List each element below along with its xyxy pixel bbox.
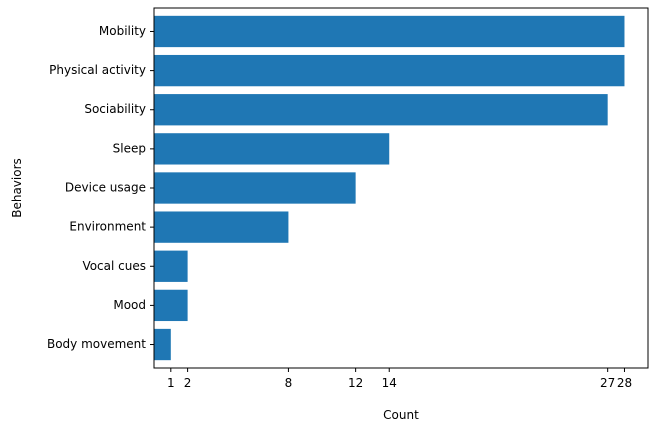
x-tick-label-12: 12 xyxy=(348,376,363,390)
x-tick-label-1: 1 xyxy=(167,376,175,390)
bar-sleep xyxy=(154,133,390,165)
x-tick-label-27: 27 xyxy=(600,376,615,390)
x-tick-label-2: 2 xyxy=(184,376,192,390)
bar-physical-activity xyxy=(154,54,625,87)
bar-mood xyxy=(154,289,188,322)
x-tick-label-8: 8 xyxy=(285,376,293,390)
x-axis-ticks: 1 2 8 12 14 27 28 xyxy=(167,368,632,390)
bars-group xyxy=(154,15,625,361)
x-tick-label-28: 28 xyxy=(617,376,632,390)
y-axis-ticks: Mobility Physical activity Sociability Slee… xyxy=(47,24,154,351)
y-tick-label-vocal-cues: Vocal cues xyxy=(82,259,146,273)
bar-device-usage xyxy=(154,172,356,204)
bar-environment xyxy=(154,211,289,243)
y-axis-label: Behaviors xyxy=(10,158,24,218)
y-tick-label-sociability: Sociability xyxy=(84,102,146,116)
y-tick-label-mood: Mood xyxy=(113,298,146,312)
bar-mobility xyxy=(154,15,625,48)
bar-vocal-cues xyxy=(154,250,188,282)
bar-sociability xyxy=(154,94,608,126)
y-tick-label-sleep: Sleep xyxy=(113,141,146,155)
y-tick-label-physical-activity: Physical activity xyxy=(49,63,146,77)
y-tick-label-device-usage: Device usage xyxy=(65,181,146,195)
x-tick-label-14: 14 xyxy=(382,376,397,390)
y-tick-label-mobility: Mobility xyxy=(99,24,146,38)
bar-body-movement xyxy=(154,328,171,361)
y-tick-label-environment: Environment xyxy=(69,220,146,234)
y-tick-label-body-movement: Body movement xyxy=(47,337,146,351)
x-axis-label: Count xyxy=(383,408,419,422)
